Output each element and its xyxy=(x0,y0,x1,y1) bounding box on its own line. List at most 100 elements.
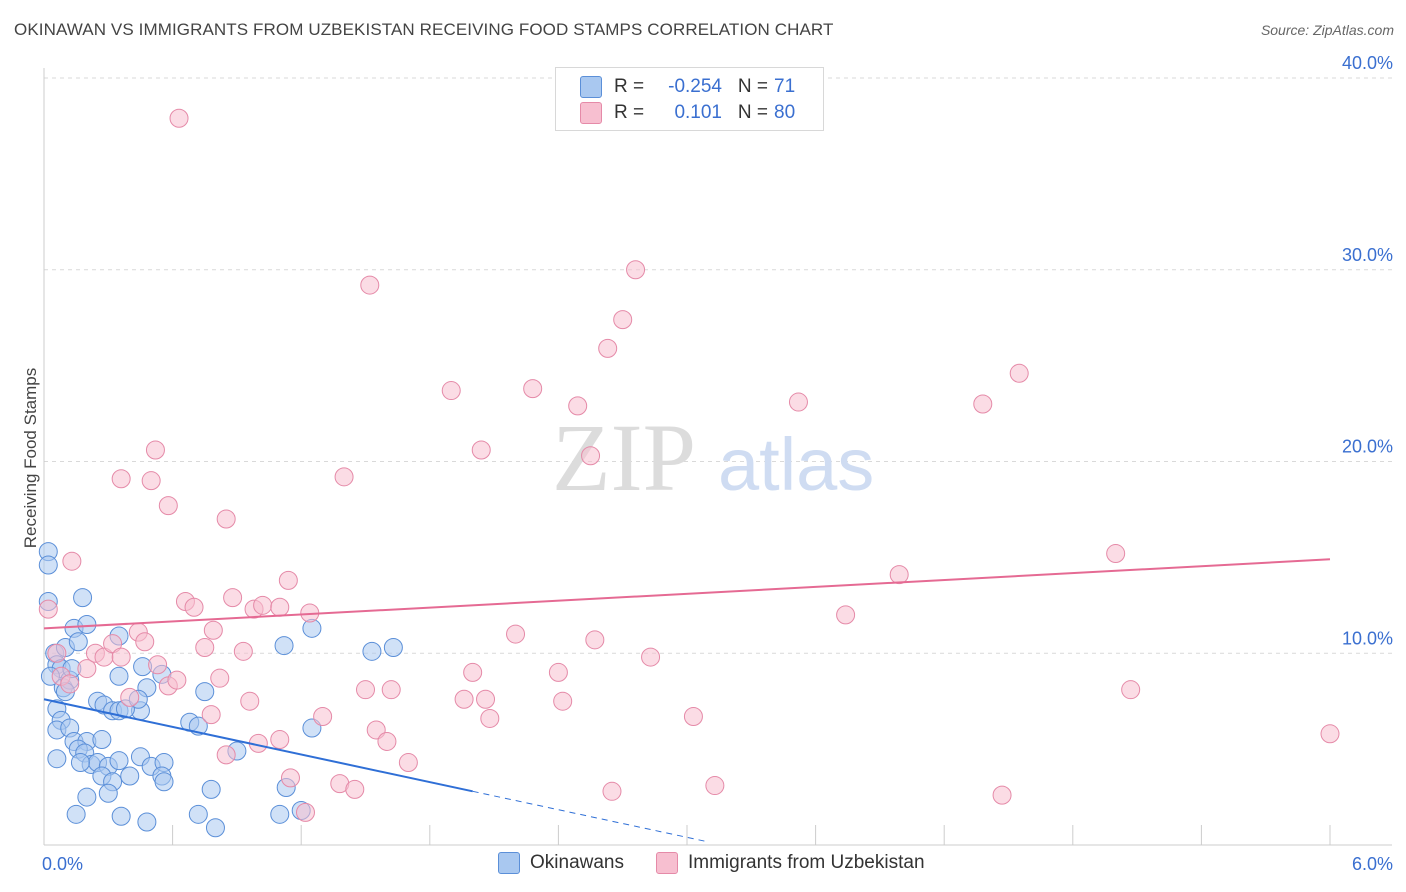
uzbekistan-point xyxy=(167,670,187,690)
okinawan-point xyxy=(270,804,290,824)
uzbekistan-point xyxy=(613,310,633,330)
x-tick-label: 0.0% xyxy=(42,854,83,874)
okinawan-point xyxy=(77,614,97,634)
legend-item-okinawans[interactable]: Okinawans xyxy=(498,852,624,874)
uzbekistan-point xyxy=(480,708,500,728)
uzbekistan-point xyxy=(553,691,573,711)
uzbekistan-point xyxy=(195,637,215,657)
okinawan-point xyxy=(98,783,118,803)
uzbekistan-point xyxy=(201,705,221,725)
uzbekistan-point xyxy=(223,588,243,608)
uzbekistan-point xyxy=(253,595,273,615)
uzbekistan-point xyxy=(216,745,236,765)
source-credit: Source: ZipAtlas.com xyxy=(1260,22,1394,38)
chart-title: OKINAWAN VS IMMIGRANTS FROM UZBEKISTAN R… xyxy=(14,20,834,39)
okinawan-point xyxy=(188,804,208,824)
okinawan-point xyxy=(137,812,157,832)
correlation-legend: R = -0.254 N = 71 R = 0.101 N = 80 xyxy=(555,67,824,131)
uzbekistan-point xyxy=(184,597,204,617)
uzbekistan-point xyxy=(216,509,236,529)
uzbekistan-point xyxy=(345,779,365,799)
legend-row-uzbekistan: R = 0.101 N = 80 xyxy=(580,100,795,126)
y-tick-label: 20.0% xyxy=(1342,437,1393,457)
okinawan-point xyxy=(111,806,131,826)
legend-n-label: N = xyxy=(737,76,768,97)
uzbekistan-point xyxy=(568,396,588,416)
okinawan-point xyxy=(274,636,294,656)
legend-r-value: -0.254 xyxy=(668,76,722,97)
uzbekistan-point xyxy=(203,620,223,640)
uzbekistan-point xyxy=(62,551,82,571)
okinawan-point xyxy=(73,588,93,608)
uzbekistan-point xyxy=(111,647,131,667)
uzbekistan-point xyxy=(60,674,80,694)
legend-label-uzbekistan: Immigrants from Uzbekistan xyxy=(688,852,925,873)
uzbekistan-point xyxy=(111,469,131,489)
watermark-atlas: atlas xyxy=(718,423,874,506)
okinawan-point xyxy=(92,730,112,750)
okinawan-point xyxy=(195,682,215,702)
uzbekistan-point xyxy=(454,689,474,709)
okinawan-trend-line xyxy=(43,698,473,793)
uzbekistan-point xyxy=(210,668,230,688)
uzbekistan-point xyxy=(506,624,526,644)
legend-n-value: 71 xyxy=(774,76,796,97)
uzbekistan-point xyxy=(626,260,646,280)
okinawan-point xyxy=(154,772,174,792)
uzbekistan-point xyxy=(233,641,253,661)
uzbekistan-point xyxy=(120,687,140,707)
legend-swatch-blue xyxy=(580,76,602,98)
uzbekistan-point xyxy=(602,781,622,801)
okinawan-point xyxy=(120,766,140,786)
okinawan-point xyxy=(205,818,225,838)
okinawan-point xyxy=(109,751,129,771)
uzbekistan-point xyxy=(463,662,483,682)
uzbekistan-trend-line xyxy=(43,558,1331,630)
uzbekistan-point xyxy=(270,597,290,617)
legend-r-label: R = xyxy=(614,102,645,123)
y-tick-label: 10.0% xyxy=(1342,628,1393,648)
uzbekistan-point xyxy=(476,689,496,709)
okinawan-point xyxy=(66,804,86,824)
uzbekistan-point xyxy=(295,802,315,822)
okinawan-point xyxy=(201,779,221,799)
uzbekistan-point xyxy=(788,392,808,412)
uzbekistan-point xyxy=(240,691,260,711)
uzbekistan-point xyxy=(278,570,298,590)
uzbekistan-point xyxy=(313,707,333,727)
legend-swatch-blue xyxy=(498,852,520,874)
uzbekistan-point xyxy=(1320,724,1340,744)
uzbekistan-point xyxy=(47,643,67,663)
uzbekistan-point xyxy=(145,440,165,460)
uzbekistan-point xyxy=(889,565,909,585)
okinawan-point xyxy=(38,555,58,575)
y-axis-title: Receiving Food Stamps xyxy=(21,368,40,548)
watermark-zip: ZIP xyxy=(552,404,696,511)
uzbekistan-point xyxy=(169,108,189,128)
legend-swatch-pink xyxy=(580,102,602,124)
uzbekistan-point xyxy=(1121,680,1141,700)
okinawan-point xyxy=(383,637,403,657)
uzbekistan-point xyxy=(441,381,461,401)
uzbekistan-point xyxy=(356,680,375,700)
uzbekistan-point xyxy=(135,632,155,652)
legend-row-okinawans: R = -0.254 N = 71 xyxy=(580,74,795,100)
x-tick-label: 6.0% xyxy=(1352,854,1393,874)
uzbekistan-point xyxy=(38,599,58,619)
uzbekistan-point xyxy=(103,634,123,654)
uzbekistan-point xyxy=(683,707,703,727)
okinawan-point xyxy=(68,632,88,652)
okinawan-point xyxy=(47,749,67,769)
uzbekistan-point xyxy=(334,467,354,487)
uzbekistan-point xyxy=(398,753,418,773)
uzbekistan-point xyxy=(360,275,380,295)
okinawan-point xyxy=(70,753,90,773)
y-tick-label: 30.0% xyxy=(1342,245,1393,265)
legend-n-value: 80 xyxy=(774,102,796,123)
legend-swatch-pink xyxy=(656,852,678,874)
series-legend: Okinawans Immigrants from Uzbekistan xyxy=(498,852,957,874)
legend-item-uzbekistan[interactable]: Immigrants from Uzbekistan xyxy=(656,852,925,874)
okinawan-point xyxy=(109,666,129,686)
uzbekistan-point xyxy=(1009,363,1029,383)
